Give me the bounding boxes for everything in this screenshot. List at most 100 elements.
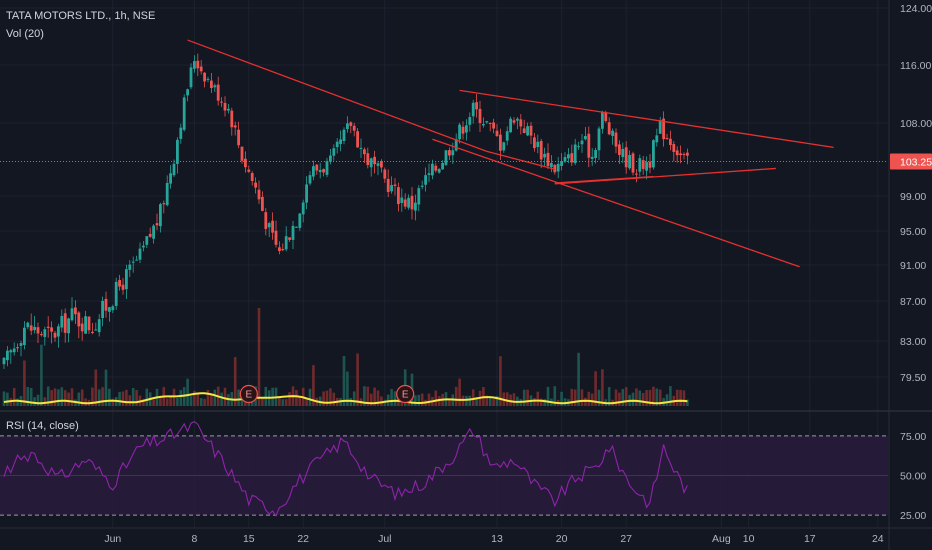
candle-body xyxy=(2,357,6,365)
candle-body xyxy=(635,173,638,175)
candle-body xyxy=(250,173,254,181)
candle xyxy=(386,169,390,198)
volume-bar xyxy=(393,391,397,406)
candle-body xyxy=(12,348,16,353)
x-tick-label: 22 xyxy=(297,533,309,545)
candle xyxy=(475,94,478,118)
candle-body xyxy=(366,153,370,166)
candle xyxy=(193,55,196,73)
candle-body xyxy=(526,126,529,136)
volume-bar xyxy=(305,398,308,406)
candle-body xyxy=(417,188,421,205)
trendline-wedge-bottom xyxy=(554,175,654,184)
candle xyxy=(628,150,631,170)
volume-bar xyxy=(233,357,237,406)
candle-body xyxy=(29,325,33,331)
earnings-marker-circle xyxy=(239,384,258,404)
candle xyxy=(281,243,285,252)
volume-bar xyxy=(261,397,264,406)
candle xyxy=(159,202,162,233)
candle xyxy=(495,124,499,138)
candle xyxy=(573,138,577,166)
candle-body xyxy=(335,141,339,148)
volume-bar xyxy=(638,390,642,406)
candle xyxy=(584,126,587,141)
candle-body xyxy=(458,124,461,140)
candle-body xyxy=(33,326,36,331)
candle-body xyxy=(216,84,220,101)
candle-body xyxy=(471,102,475,117)
candle-body xyxy=(424,175,427,185)
candle-body xyxy=(434,165,438,171)
candle-body xyxy=(104,298,108,311)
volume-bar xyxy=(505,392,509,406)
candle-body xyxy=(162,203,166,205)
volume-bar xyxy=(488,396,492,406)
volume-bar xyxy=(417,394,421,406)
volume-bar xyxy=(386,394,390,406)
candle-body xyxy=(373,156,376,165)
volume-bar xyxy=(2,391,6,406)
candle-body xyxy=(502,142,506,151)
candle-body xyxy=(604,112,608,121)
candle-body xyxy=(437,169,441,173)
candle-body xyxy=(465,125,468,133)
volume-bar xyxy=(352,391,356,406)
candle xyxy=(257,180,261,204)
candle-body xyxy=(332,148,336,156)
candle-body xyxy=(369,158,373,168)
candle-body xyxy=(536,141,540,148)
candle xyxy=(155,213,159,231)
earnings-marker[interactable]: E xyxy=(239,384,258,404)
volume-bar xyxy=(220,392,223,406)
candle-body xyxy=(624,147,628,168)
candle xyxy=(679,145,682,164)
volume-bar xyxy=(465,395,468,406)
volume-bar xyxy=(526,389,529,406)
volume-bar xyxy=(577,352,580,406)
candle xyxy=(607,117,611,136)
candle-body xyxy=(356,131,359,148)
volume-bar xyxy=(77,392,81,406)
candle xyxy=(233,121,237,136)
candle-body xyxy=(611,130,614,136)
candle-body xyxy=(291,225,295,240)
candle xyxy=(254,177,257,194)
candle xyxy=(97,314,101,337)
candle xyxy=(36,322,40,343)
earnings-marker-label: E xyxy=(245,390,252,401)
volume-bar xyxy=(199,398,203,406)
candle-body xyxy=(665,137,669,139)
volume-bar xyxy=(635,388,638,406)
candle-body xyxy=(468,117,472,125)
candle-body xyxy=(682,153,686,155)
candle xyxy=(485,120,489,124)
candle-body xyxy=(686,152,689,156)
candle xyxy=(114,277,118,310)
candle xyxy=(359,138,363,158)
volume-bar xyxy=(57,389,60,406)
volume-bar xyxy=(312,365,315,406)
candle-body xyxy=(281,248,285,251)
y-tick-label: 116.00 xyxy=(900,60,931,72)
candle xyxy=(284,226,288,252)
candle xyxy=(543,147,546,166)
candle xyxy=(570,144,574,166)
earnings-marker[interactable]: E xyxy=(396,384,415,404)
volume-bar xyxy=(641,393,645,406)
candle-body xyxy=(529,125,533,136)
volume-bar xyxy=(237,389,240,406)
volume-bar xyxy=(655,388,659,406)
x-tick-label: 15 xyxy=(243,533,255,545)
candle-body xyxy=(359,147,363,149)
volume-bar xyxy=(512,393,516,406)
volume-ma-line xyxy=(3,392,688,405)
candle-body xyxy=(444,150,448,165)
x-tick-label: Jul xyxy=(378,533,391,545)
candle xyxy=(342,127,346,145)
volume-bar xyxy=(587,391,591,406)
candle-body xyxy=(376,163,380,166)
candle-body xyxy=(679,153,682,156)
volume-bar xyxy=(264,386,268,406)
